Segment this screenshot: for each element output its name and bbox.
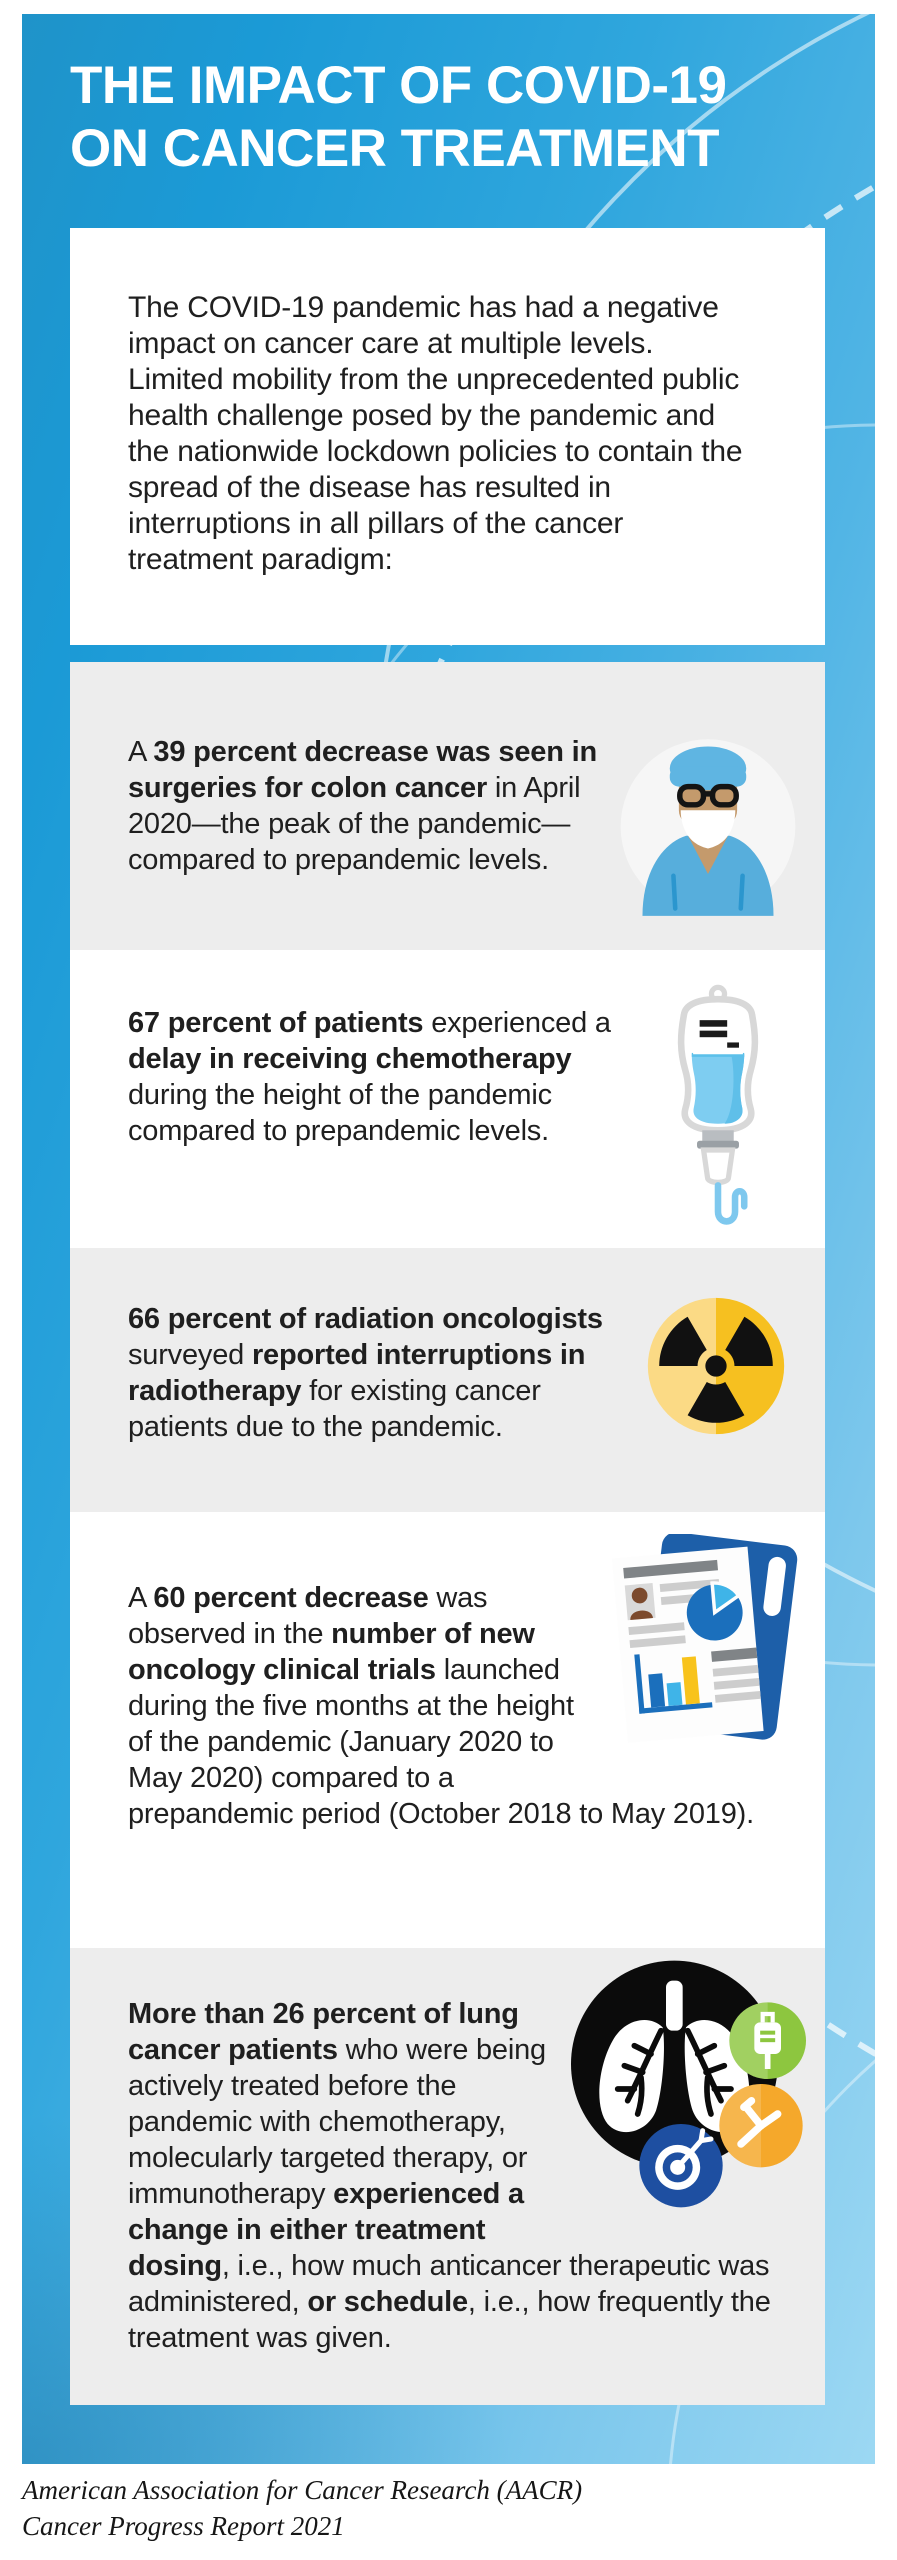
fact-card-radiotherapy: 66 percent of radiation oncologists surv… bbox=[70, 1248, 825, 1512]
fact-text-colon-surgery: A 39 percent decrease was seen in surger… bbox=[128, 736, 597, 876]
fact-text-chemotherapy-delay: 67 percent of patients experienced a del… bbox=[128, 1007, 611, 1147]
surgeon-icon bbox=[617, 730, 799, 916]
fact-card-clinical-trials: A 60 percent decrease was observed in th… bbox=[70, 1512, 825, 1948]
intro-panel: The COVID-19 pandemic has had a negative… bbox=[70, 228, 825, 645]
footer-line1: American Association for Cancer Research… bbox=[22, 2475, 583, 2505]
fact-card-chemotherapy-delay: 67 percent of patients experienced a del… bbox=[70, 950, 825, 1248]
footer-line2: Cancer Progress Report 2021 bbox=[22, 2511, 345, 2541]
clinical-trial-report-icon bbox=[609, 1534, 801, 1754]
page-title-line1: THE IMPACT OF COVID-19 bbox=[70, 56, 727, 115]
fact-card-colon-surgery: A 39 percent decrease was seen in surger… bbox=[70, 662, 825, 950]
fact-card-lung-cancer: More than 26 percent of lung cancer pati… bbox=[70, 1948, 825, 2405]
page-title-line2: ON CANCER TREATMENT bbox=[70, 119, 720, 178]
lungs-treatment-icon bbox=[561, 1954, 811, 2209]
fact-text-clinical-trials: A 60 percent decrease was observed in th… bbox=[128, 1582, 754, 1830]
footer-attribution: American Association for Cancer Research… bbox=[22, 2472, 862, 2544]
fact-text-lung-cancer: More than 26 percent of lung cancer pati… bbox=[128, 1998, 771, 2354]
iv-bag-icon bbox=[659, 983, 777, 1233]
page-title: THE IMPACT OF COVID-19 ON CANCER TREATME… bbox=[70, 54, 830, 180]
intro-text: The COVID-19 pandemic has had a negative… bbox=[128, 291, 743, 576]
fact-text-radiotherapy: 66 percent of radiation oncologists surv… bbox=[128, 1303, 603, 1443]
radiation-icon bbox=[645, 1295, 787, 1437]
